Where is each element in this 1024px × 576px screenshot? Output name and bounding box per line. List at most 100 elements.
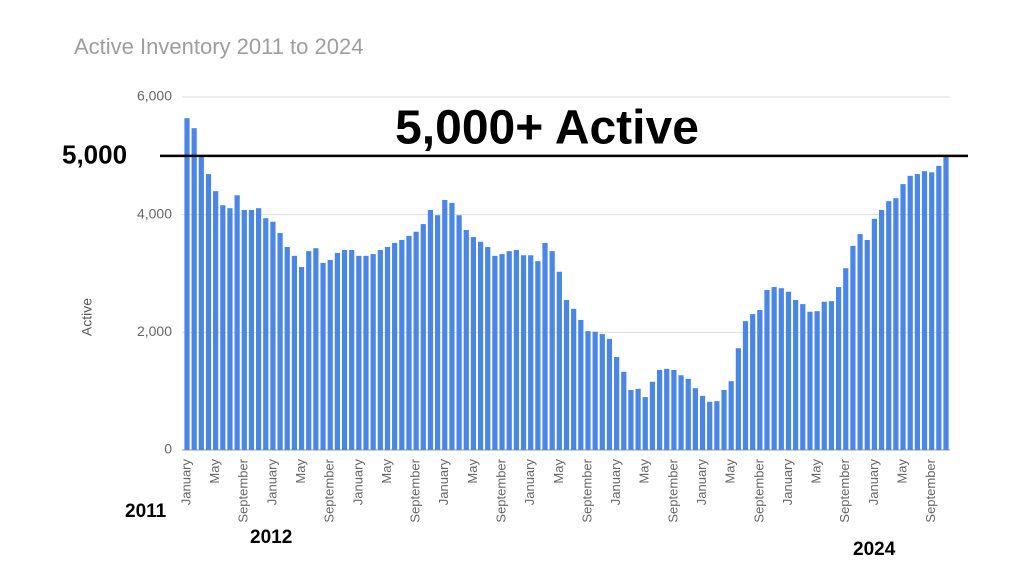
- bar: [256, 208, 262, 450]
- bar: [492, 255, 498, 450]
- x-tick-label: May: [465, 459, 480, 484]
- bar: [520, 255, 527, 450]
- bar: [921, 171, 928, 450]
- chart-title: Active Inventory 2011 to 2024: [74, 34, 363, 59]
- bar: [227, 208, 233, 450]
- bar: [628, 389, 634, 450]
- bar: [742, 321, 749, 450]
- bar: [821, 301, 827, 450]
- bar: [764, 289, 770, 450]
- bar: [728, 381, 734, 450]
- bar: [556, 271, 562, 450]
- x-tick-label: May: [894, 459, 909, 484]
- bar: [721, 389, 727, 450]
- x-tick-label: May: [379, 459, 394, 484]
- bar: [213, 191, 219, 450]
- bar: [814, 311, 820, 450]
- x-tick-label: May: [551, 459, 566, 484]
- bar: [778, 288, 784, 450]
- bar: [907, 175, 913, 450]
- x-tick-label: September: [579, 458, 594, 522]
- bar: [456, 215, 462, 450]
- bar: [735, 348, 741, 450]
- y-tick-label: 2,000: [137, 323, 172, 339]
- bar: [578, 319, 584, 450]
- bar: [757, 309, 763, 450]
- bar: [542, 242, 548, 450]
- bar: [320, 262, 326, 450]
- bar: [585, 331, 591, 450]
- bar: [936, 165, 942, 450]
- bar: [513, 249, 519, 450]
- bar: [771, 287, 777, 450]
- annotation: 2024: [853, 539, 896, 560]
- bar: [263, 218, 269, 450]
- x-tick-label: September: [751, 458, 766, 522]
- y-tick-label: 4,000: [137, 205, 172, 221]
- bar: [642, 397, 648, 450]
- bar: [678, 375, 684, 450]
- x-tick-label: January: [780, 459, 795, 506]
- bar: [284, 247, 290, 450]
- bar: [363, 255, 369, 450]
- bar: [349, 249, 355, 450]
- bar: [241, 209, 247, 450]
- x-tick-label: January: [866, 459, 881, 506]
- bar: [707, 401, 713, 450]
- bar: [592, 331, 598, 450]
- bar: [857, 234, 863, 450]
- bar: [828, 301, 835, 450]
- bar: [377, 249, 383, 450]
- bar: [599, 334, 605, 450]
- bar: [656, 369, 663, 450]
- bar: [298, 267, 305, 450]
- bar: [886, 201, 892, 450]
- bar: [384, 247, 391, 450]
- bar: [477, 241, 484, 450]
- x-tick-label: January: [264, 459, 279, 506]
- reference-label: 5,000: [62, 140, 127, 170]
- bar: [499, 254, 505, 450]
- bar: [334, 252, 340, 450]
- bar: [699, 395, 706, 450]
- bar: [571, 308, 577, 450]
- bar: [306, 251, 312, 450]
- bar: [427, 209, 434, 450]
- bar: [893, 198, 899, 450]
- bar: [370, 254, 376, 450]
- bar: [313, 248, 319, 450]
- bar: [850, 245, 856, 450]
- bar: [864, 239, 870, 450]
- bar: [785, 291, 792, 450]
- x-tick-label: January: [694, 459, 709, 506]
- x-tick-label: September: [837, 458, 852, 522]
- bar: [664, 368, 670, 450]
- bar: [406, 235, 412, 450]
- x-tick-label: September: [322, 458, 337, 522]
- bar: [614, 357, 620, 450]
- bar: [714, 401, 720, 450]
- y-tick-label: 6,000: [137, 88, 172, 104]
- x-tick-label: January: [350, 459, 365, 506]
- bar: [549, 251, 555, 450]
- bar: [649, 381, 656, 450]
- bar: [356, 255, 362, 450]
- annotation: 5,000+ Active: [395, 102, 699, 155]
- bar: [621, 371, 627, 450]
- bar: [435, 215, 441, 450]
- bar: [420, 224, 426, 450]
- bar: [470, 237, 477, 450]
- bar: [270, 221, 276, 450]
- x-tick-label: May: [723, 459, 738, 484]
- bar: [807, 311, 813, 450]
- x-tick-label: January: [522, 459, 537, 506]
- bar: [399, 239, 405, 450]
- annotation: 2011: [125, 501, 167, 522]
- x-tick-label: January: [178, 459, 193, 506]
- bar: [943, 155, 949, 451]
- x-tick-label: May: [637, 459, 652, 484]
- x-tick-label: September: [408, 458, 423, 522]
- bar: [191, 128, 197, 450]
- bar: [871, 218, 877, 450]
- bar: [635, 388, 641, 450]
